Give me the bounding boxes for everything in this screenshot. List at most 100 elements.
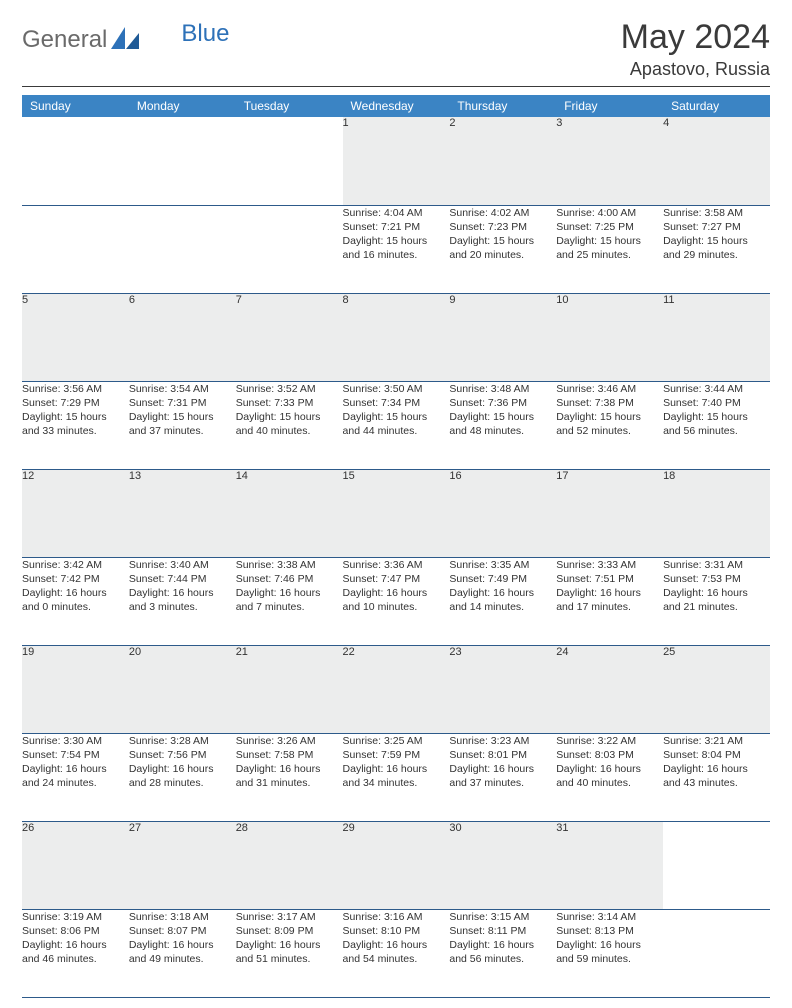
day-cell: Sunrise: 3:48 AMSunset: 7:36 PMDaylight:… bbox=[449, 381, 556, 469]
day-number: 23 bbox=[449, 645, 556, 733]
daylight-line1: Daylight: 16 hours bbox=[556, 938, 663, 952]
sunrise-text: Sunrise: 4:00 AM bbox=[556, 206, 663, 220]
daylight-line2: and 56 minutes. bbox=[663, 424, 770, 438]
sunrise-text: Sunrise: 3:14 AM bbox=[556, 910, 663, 924]
daylight-line2: and 52 minutes. bbox=[556, 424, 663, 438]
header-divider bbox=[22, 86, 770, 87]
sunrise-text: Sunrise: 3:16 AM bbox=[343, 910, 450, 924]
content-row: Sunrise: 3:56 AMSunset: 7:29 PMDaylight:… bbox=[22, 381, 770, 469]
day-number: 4 bbox=[663, 117, 770, 205]
daylight-line1: Daylight: 16 hours bbox=[129, 938, 236, 952]
day-number: 6 bbox=[129, 293, 236, 381]
daylight-line2: and 54 minutes. bbox=[343, 952, 450, 966]
sunrise-text: Sunrise: 3:17 AM bbox=[236, 910, 343, 924]
content-row: Sunrise: 4:04 AMSunset: 7:21 PMDaylight:… bbox=[22, 205, 770, 293]
day-cell: Sunrise: 4:04 AMSunset: 7:21 PMDaylight:… bbox=[343, 205, 450, 293]
day-cell: Sunrise: 3:56 AMSunset: 7:29 PMDaylight:… bbox=[22, 381, 129, 469]
daylight-line2: and 43 minutes. bbox=[663, 776, 770, 790]
daylight-line2: and 37 minutes. bbox=[129, 424, 236, 438]
day-number: 25 bbox=[663, 645, 770, 733]
brand-sail-icon bbox=[111, 27, 139, 54]
daylight-line2: and 3 minutes. bbox=[129, 600, 236, 614]
weekday-sat: Saturday bbox=[663, 95, 770, 117]
day-number bbox=[22, 117, 129, 205]
sunset-text: Sunset: 7:44 PM bbox=[129, 572, 236, 586]
day-cell: Sunrise: 4:00 AMSunset: 7:25 PMDaylight:… bbox=[556, 205, 663, 293]
day-cell: Sunrise: 3:16 AMSunset: 8:10 PMDaylight:… bbox=[343, 909, 450, 997]
day-number: 10 bbox=[556, 293, 663, 381]
sunrise-text: Sunrise: 3:40 AM bbox=[129, 558, 236, 572]
sunset-text: Sunset: 7:36 PM bbox=[449, 396, 556, 410]
daylight-line2: and 7 minutes. bbox=[236, 600, 343, 614]
daylight-line1: Daylight: 16 hours bbox=[663, 762, 770, 776]
daynum-row: 567891011 bbox=[22, 293, 770, 381]
weekday-header: Sunday Monday Tuesday Wednesday Thursday… bbox=[22, 95, 770, 117]
day-cell: Sunrise: 3:35 AMSunset: 7:49 PMDaylight:… bbox=[449, 557, 556, 645]
calendar-body: 1234Sunrise: 4:04 AMSunset: 7:21 PMDayli… bbox=[22, 117, 770, 997]
daylight-line1: Daylight: 16 hours bbox=[449, 586, 556, 600]
sunrise-text: Sunrise: 3:48 AM bbox=[449, 382, 556, 396]
sunrise-text: Sunrise: 4:02 AM bbox=[449, 206, 556, 220]
day-cell bbox=[663, 909, 770, 997]
brand-logo: General Blue bbox=[22, 18, 229, 54]
day-cell: Sunrise: 3:44 AMSunset: 7:40 PMDaylight:… bbox=[663, 381, 770, 469]
day-cell: Sunrise: 3:42 AMSunset: 7:42 PMDaylight:… bbox=[22, 557, 129, 645]
day-number bbox=[663, 821, 770, 909]
content-row: Sunrise: 3:19 AMSunset: 8:06 PMDaylight:… bbox=[22, 909, 770, 997]
daylight-line2: and 14 minutes. bbox=[449, 600, 556, 614]
sunset-text: Sunset: 7:23 PM bbox=[449, 220, 556, 234]
daylight-line1: Daylight: 16 hours bbox=[556, 762, 663, 776]
weekday-mon: Monday bbox=[129, 95, 236, 117]
sunrise-text: Sunrise: 3:50 AM bbox=[343, 382, 450, 396]
daylight-line1: Daylight: 16 hours bbox=[129, 586, 236, 600]
sunset-text: Sunset: 7:46 PM bbox=[236, 572, 343, 586]
day-number: 21 bbox=[236, 645, 343, 733]
day-cell: Sunrise: 3:25 AMSunset: 7:59 PMDaylight:… bbox=[343, 733, 450, 821]
daylight-line2: and 56 minutes. bbox=[449, 952, 556, 966]
daylight-line1: Daylight: 15 hours bbox=[22, 410, 129, 424]
daylight-line2: and 21 minutes. bbox=[663, 600, 770, 614]
sunset-text: Sunset: 8:09 PM bbox=[236, 924, 343, 938]
day-number: 11 bbox=[663, 293, 770, 381]
day-cell: Sunrise: 3:19 AMSunset: 8:06 PMDaylight:… bbox=[22, 909, 129, 997]
daylight-line1: Daylight: 15 hours bbox=[556, 234, 663, 248]
day-cell: Sunrise: 3:18 AMSunset: 8:07 PMDaylight:… bbox=[129, 909, 236, 997]
sunset-text: Sunset: 7:51 PM bbox=[556, 572, 663, 586]
daylight-line1: Daylight: 16 hours bbox=[236, 938, 343, 952]
sunrise-text: Sunrise: 3:31 AM bbox=[663, 558, 770, 572]
brand-part2: Blue bbox=[181, 20, 229, 48]
sunset-text: Sunset: 7:33 PM bbox=[236, 396, 343, 410]
day-cell: Sunrise: 3:52 AMSunset: 7:33 PMDaylight:… bbox=[236, 381, 343, 469]
day-cell: Sunrise: 3:50 AMSunset: 7:34 PMDaylight:… bbox=[343, 381, 450, 469]
day-cell: Sunrise: 3:22 AMSunset: 8:03 PMDaylight:… bbox=[556, 733, 663, 821]
day-cell: Sunrise: 3:21 AMSunset: 8:04 PMDaylight:… bbox=[663, 733, 770, 821]
daylight-line1: Daylight: 15 hours bbox=[343, 410, 450, 424]
day-cell: Sunrise: 3:58 AMSunset: 7:27 PMDaylight:… bbox=[663, 205, 770, 293]
sunrise-text: Sunrise: 3:52 AM bbox=[236, 382, 343, 396]
sunrise-text: Sunrise: 3:46 AM bbox=[556, 382, 663, 396]
brand-part1: General bbox=[22, 26, 107, 54]
daylight-line1: Daylight: 16 hours bbox=[22, 762, 129, 776]
sunrise-text: Sunrise: 3:58 AM bbox=[663, 206, 770, 220]
sunrise-text: Sunrise: 3:33 AM bbox=[556, 558, 663, 572]
daylight-line2: and 49 minutes. bbox=[129, 952, 236, 966]
daylight-line1: Daylight: 16 hours bbox=[343, 586, 450, 600]
daylight-line1: Daylight: 15 hours bbox=[449, 410, 556, 424]
sunset-text: Sunset: 7:40 PM bbox=[663, 396, 770, 410]
sunset-text: Sunset: 7:49 PM bbox=[449, 572, 556, 586]
daylight-line2: and 25 minutes. bbox=[556, 248, 663, 262]
day-number: 14 bbox=[236, 469, 343, 557]
daylight-line1: Daylight: 16 hours bbox=[449, 762, 556, 776]
day-number: 7 bbox=[236, 293, 343, 381]
sunrise-text: Sunrise: 3:21 AM bbox=[663, 734, 770, 748]
day-number: 17 bbox=[556, 469, 663, 557]
daynum-row: 12131415161718 bbox=[22, 469, 770, 557]
day-cell: Sunrise: 3:40 AMSunset: 7:44 PMDaylight:… bbox=[129, 557, 236, 645]
sunrise-text: Sunrise: 3:38 AM bbox=[236, 558, 343, 572]
day-cell: Sunrise: 3:38 AMSunset: 7:46 PMDaylight:… bbox=[236, 557, 343, 645]
sunset-text: Sunset: 8:04 PM bbox=[663, 748, 770, 762]
sunset-text: Sunset: 7:31 PM bbox=[129, 396, 236, 410]
daylight-line1: Daylight: 16 hours bbox=[22, 586, 129, 600]
day-number: 5 bbox=[22, 293, 129, 381]
sunset-text: Sunset: 8:06 PM bbox=[22, 924, 129, 938]
